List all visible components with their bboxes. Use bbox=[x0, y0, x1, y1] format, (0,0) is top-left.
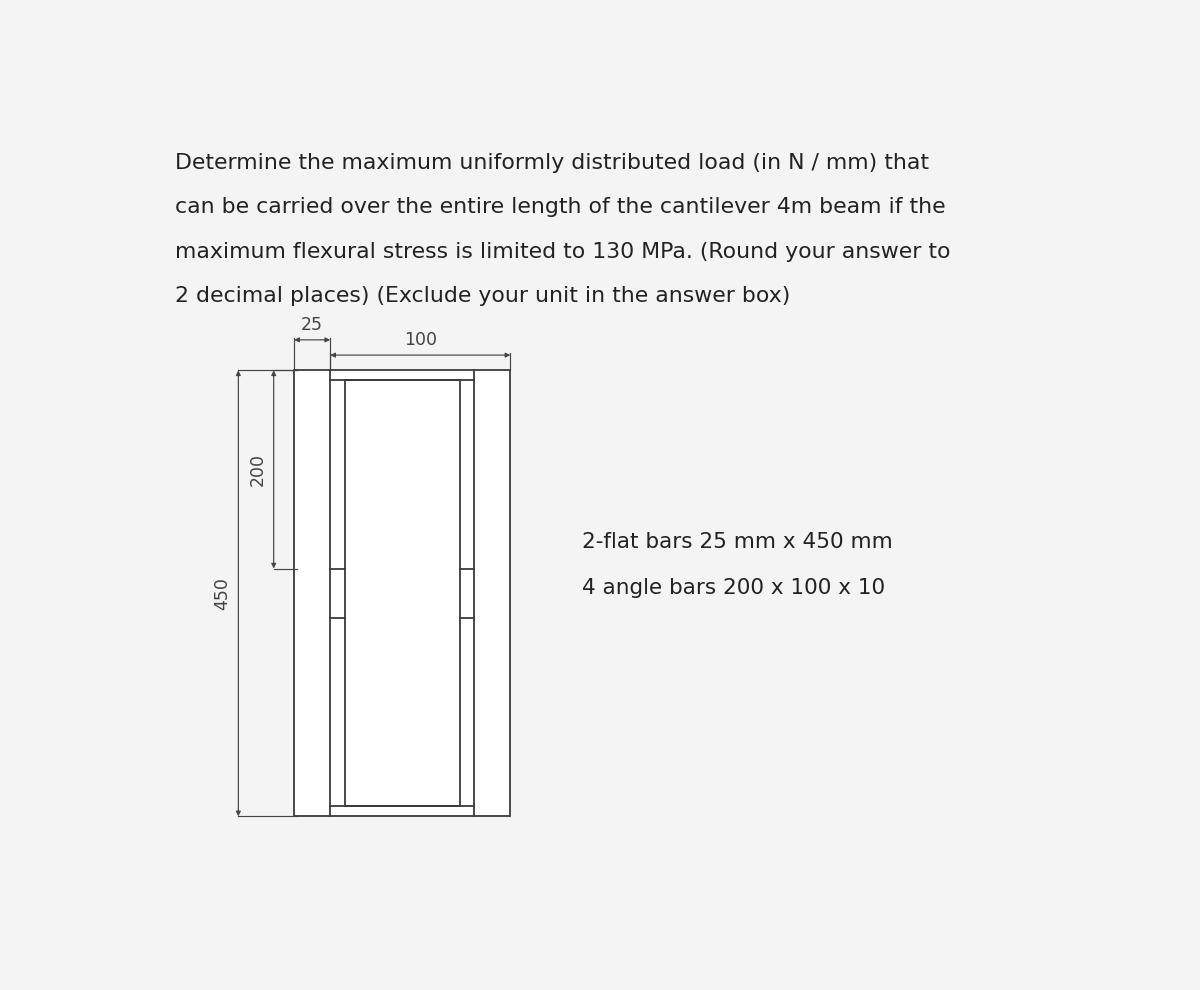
Bar bbox=[294, 370, 510, 817]
Text: 100: 100 bbox=[403, 331, 437, 349]
Text: 4 angle bars 200 x 100 x 10: 4 angle bars 200 x 100 x 10 bbox=[582, 577, 886, 598]
Text: 450: 450 bbox=[212, 577, 230, 610]
Text: Determine the maximum uniformly distributed load (in N / mm) that: Determine the maximum uniformly distribu… bbox=[175, 153, 929, 173]
Text: can be carried over the entire length of the cantilever 4m beam if the: can be carried over the entire length of… bbox=[175, 197, 946, 218]
Text: 2-flat bars 25 mm x 450 mm: 2-flat bars 25 mm x 450 mm bbox=[582, 532, 893, 551]
Bar bbox=[344, 380, 460, 807]
Text: 25: 25 bbox=[301, 316, 323, 334]
Text: maximum flexural stress is limited to 130 MPa. (Round your answer to: maximum flexural stress is limited to 13… bbox=[175, 242, 950, 261]
Text: 2 decimal places) (Exclude your unit in the answer box): 2 decimal places) (Exclude your unit in … bbox=[175, 286, 791, 306]
Text: 200: 200 bbox=[248, 453, 266, 486]
